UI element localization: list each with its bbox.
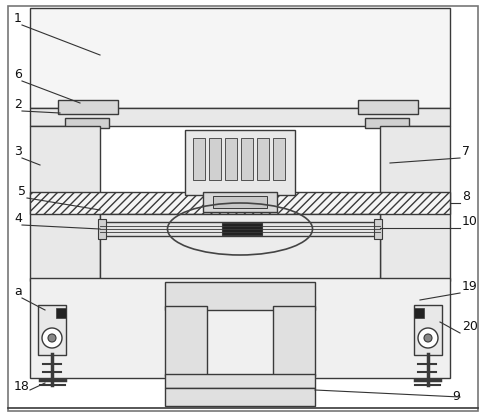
Text: 4: 4 [14,212,22,225]
Text: 7: 7 [462,145,470,158]
Bar [56,308,66,318]
Bar [165,282,315,310]
Bar [30,192,450,214]
Bar [203,192,277,212]
Bar [365,118,409,128]
Text: 20: 20 [462,320,478,333]
Bar [98,219,106,239]
Text: 5: 5 [18,185,26,198]
Bar [185,130,295,195]
Bar [165,374,315,388]
Bar [30,108,450,126]
Bar [273,306,315,376]
Text: 18: 18 [14,380,30,393]
Text: 3: 3 [14,145,22,158]
Bar [165,306,207,376]
Bar [100,214,380,279]
Circle shape [42,328,62,348]
Text: 2: 2 [14,98,22,111]
Text: 1: 1 [14,12,22,25]
Text: 10: 10 [462,215,478,228]
Bar [30,8,450,108]
Bar [414,305,442,355]
Bar [222,223,262,235]
Bar [165,388,315,406]
Circle shape [48,334,56,342]
Bar [38,305,66,355]
Bar [30,126,100,281]
Bar [380,126,450,281]
Bar [358,100,418,114]
Bar [209,138,221,180]
Bar [100,222,380,236]
Bar [213,196,267,208]
Text: 19: 19 [462,280,478,293]
Bar [374,219,382,239]
Text: a: a [14,285,22,298]
Text: 9: 9 [452,390,460,403]
Text: 8: 8 [462,190,470,203]
Bar [241,138,253,180]
Bar [65,118,109,128]
Bar [193,138,205,180]
Circle shape [424,334,432,342]
Bar [30,278,450,378]
Bar [58,100,118,114]
Bar [414,308,424,318]
Circle shape [418,328,438,348]
Text: 6: 6 [14,68,22,81]
Bar [273,138,285,180]
Bar [225,138,237,180]
Bar [257,138,269,180]
